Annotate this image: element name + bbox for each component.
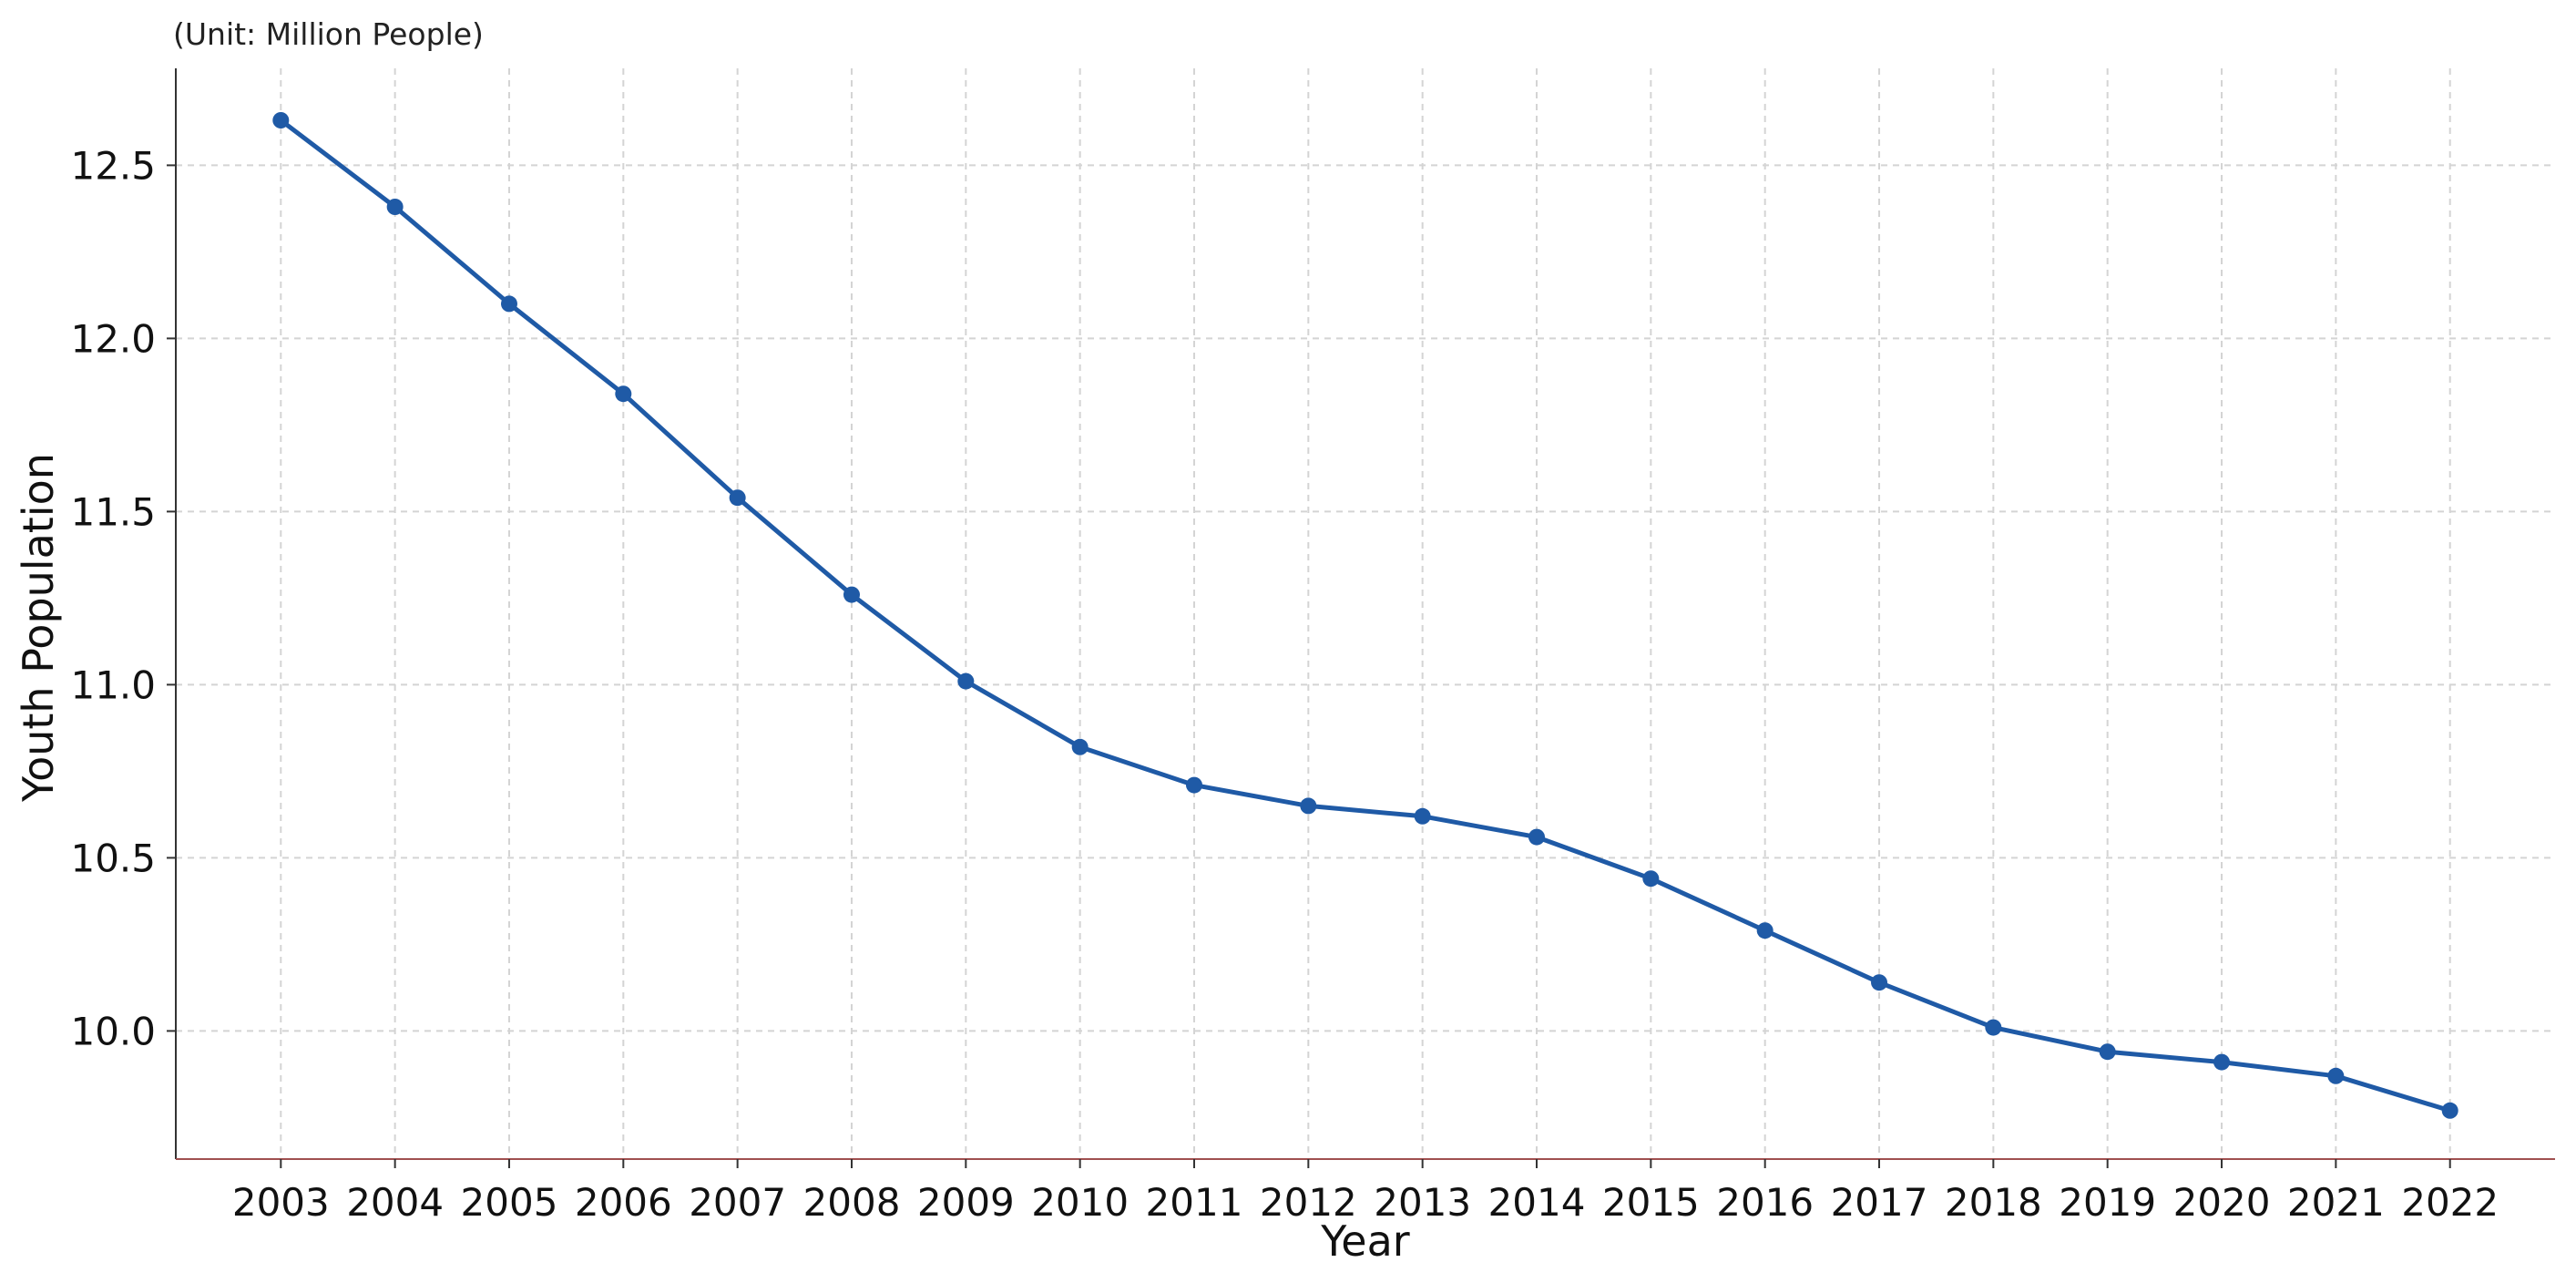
data-point	[729, 489, 746, 507]
y-tick-label: 10.0	[70, 1009, 156, 1053]
axis-layer	[167, 68, 2555, 1168]
x-tick-label: 2003	[232, 1180, 330, 1225]
data-point	[1300, 797, 1317, 815]
x-tick-label: 2015	[1602, 1180, 1700, 1225]
data-point	[1871, 974, 1888, 991]
y-tick-label: 12.5	[70, 143, 156, 188]
unit-note: (Unit: Million People)	[173, 16, 484, 52]
x-tick-label: 2021	[2287, 1180, 2385, 1225]
data-point	[1642, 870, 1660, 888]
data-point	[272, 112, 290, 128]
y-axis-title: Youth Population	[14, 453, 63, 803]
x-tick-label: 2012	[1260, 1180, 1357, 1225]
x-tick-label: 2004	[346, 1180, 444, 1225]
data-point	[2441, 1102, 2458, 1119]
data-point	[2099, 1043, 2116, 1061]
y-tick-label: 11.5	[70, 489, 156, 534]
x-tick-label: 2005	[461, 1180, 558, 1225]
x-tick-label: 2017	[1831, 1180, 1928, 1225]
data-point	[843, 586, 860, 603]
x-tick-label: 2018	[1945, 1180, 2042, 1225]
data-point	[1528, 828, 1546, 846]
x-tick-label: 2014	[1488, 1180, 1586, 1225]
grid-layer	[176, 68, 2555, 1159]
series-layer	[272, 112, 2458, 1119]
x-axis-title: Year	[1320, 1216, 1409, 1266]
x-tick-label: 2013	[1374, 1180, 1471, 1225]
y-tick-label: 11.0	[70, 662, 156, 707]
x-tick-label: 2022	[2401, 1180, 2499, 1225]
data-point	[1185, 776, 1202, 794]
data-point	[386, 199, 404, 215]
data-point	[500, 295, 517, 313]
y-tick-label: 12.0	[70, 316, 156, 361]
data-point	[1985, 1019, 2002, 1036]
x-tick-label: 2011	[1146, 1180, 1243, 1225]
x-tick-label: 2019	[2059, 1180, 2156, 1225]
x-tick-label: 2008	[803, 1180, 901, 1225]
data-point	[615, 385, 632, 403]
x-tick-label: 2007	[689, 1180, 786, 1225]
data-point	[2327, 1067, 2345, 1084]
x-tick-label: 2006	[575, 1180, 672, 1225]
data-point	[1071, 738, 1089, 755]
series-line	[278, 118, 2453, 1114]
x-tick-label: 2016	[1716, 1180, 1814, 1225]
tick-label-layer: 10.0 10.5 11.0 11.5 12.0 12.5 2003 2004 2005 2006…	[70, 143, 2499, 1225]
data-point	[1414, 807, 1431, 825]
y-tick-label: 10.5	[70, 836, 156, 880]
x-tick-label: 2020	[2173, 1180, 2271, 1225]
data-point	[1756, 922, 1774, 939]
x-tick-label: 2010	[1031, 1180, 1129, 1225]
data-point	[2213, 1053, 2231, 1071]
x-tick-label: 2009	[917, 1180, 1015, 1225]
data-point	[957, 672, 975, 690]
